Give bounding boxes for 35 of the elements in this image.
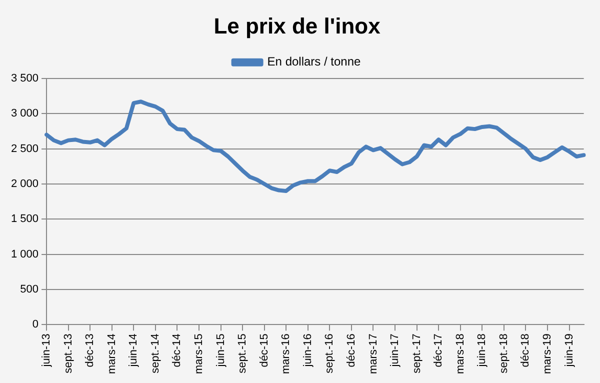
y-tick-label: 3 500: [10, 72, 39, 84]
x-tick-label: déc-16: [345, 334, 358, 368]
chart-title: Le prix de l'inox: [214, 13, 382, 38]
x-tick-label: mars-14: [106, 334, 118, 374]
x-tick-label: déc-14: [171, 334, 184, 368]
y-tick-label: 3 000: [10, 108, 39, 120]
x-tick-label: mars-15: [193, 334, 206, 374]
y-tick-label: 0: [32, 318, 39, 331]
y-tick-label: 1 000: [10, 248, 39, 260]
x-tick-label: déc-17: [432, 334, 445, 368]
x-tick-label: mars-19: [542, 334, 554, 374]
x-tick-label: juin-13: [40, 334, 53, 368]
y-tick-label: 500: [20, 284, 39, 296]
y-tick-label: 2 500: [10, 142, 39, 155]
x-tick-label: déc-15: [258, 334, 270, 368]
y-tick-label: 1 500: [10, 213, 39, 226]
x-tick-label: déc-18: [520, 334, 532, 368]
x-tick-label: sept.-14: [149, 334, 162, 374]
legend-label: En dollars / tonne: [267, 54, 362, 69]
x-tick-label: sept.-16: [324, 334, 336, 374]
x-tick-label: juin-18: [476, 334, 488, 368]
x-tick-label: sept.-17: [410, 334, 423, 374]
x-tick-label: juin-19: [563, 334, 576, 368]
x-tick-label: déc-13: [84, 334, 96, 368]
x-tick-label: sept.-15: [236, 334, 249, 374]
x-tick-label: mars-16: [280, 334, 292, 374]
y-tick-label: 2 000: [10, 178, 39, 190]
x-tick-label: juin-15: [214, 334, 227, 368]
x-tick-label: juin-16: [302, 334, 314, 368]
x-tick-label: sept.-13: [62, 334, 74, 374]
x-tick-label: mars-17: [367, 334, 380, 374]
x-tick-label: juin-14: [128, 334, 140, 368]
x-tick-label: juin-17: [389, 334, 402, 368]
x-tick-label: sept.-18: [498, 334, 510, 374]
x-tick-label: mars-18: [454, 334, 466, 374]
